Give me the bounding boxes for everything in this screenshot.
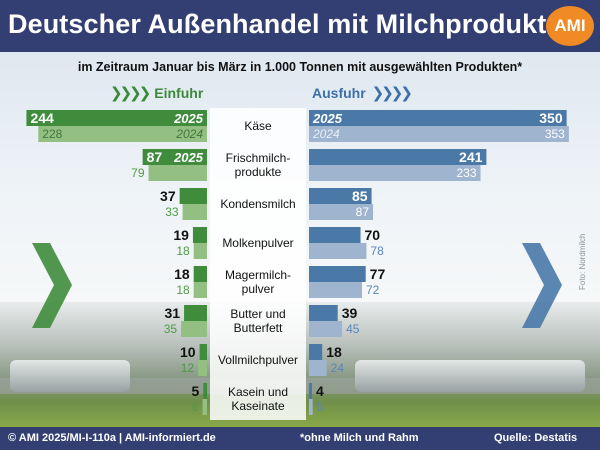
big-chevron-right-icon [522,243,562,328]
export-2024-value: 353 [545,127,565,141]
legend-export-label: Ausfuhr [312,85,366,101]
export-2025-value: 4 [316,383,324,399]
import-2024-year: 2024 [175,127,203,141]
import-2024-bar [202,399,207,415]
export-2025-bar [309,149,487,165]
import-2024-value: 33 [165,205,179,219]
export-2025-bar [309,188,372,204]
import-2025-value: 19 [173,227,189,243]
footer-source-left: © AMI 2025/MI-I-110a | AMI-informiert.de [8,432,216,444]
category-label: Kondensmilch [220,197,296,211]
import-2024-bar [182,204,207,220]
export-2025-bar [309,266,366,282]
import-2025-bar [203,383,207,399]
import-2025-bar [142,149,207,165]
export-2025-value: 241 [459,149,483,165]
export-2024-bar [309,282,362,298]
import-2025-value: 5 [192,383,200,399]
export-2024-bar [309,243,367,259]
big-chevron-left-icon [32,243,72,328]
export-2024-value: 233 [456,166,476,180]
import-2024-bar [148,165,207,181]
import-2024-bar [193,243,207,259]
import-2024-value: 18 [176,283,190,297]
category-label: Kasein und Kaseinate [227,385,289,413]
import-2025-bar [26,110,207,126]
import-2024-bar [198,360,207,376]
export-2024-bar [309,399,313,415]
legend-import: ❯❯❯❯ Einfuhr [110,84,203,102]
import-2025-bar [192,227,207,243]
import-2025-bar [179,188,207,204]
export-2024-bar [309,126,569,142]
import-2024-value: 18 [176,244,190,258]
export-2024-value: 45 [346,322,360,336]
import-2024-bar [181,321,207,337]
footer-note: *ohne Milch und Rahm [300,432,419,444]
category-label: Butter und Butterfett [230,307,286,335]
import-2024-bar [193,282,207,298]
export-2025-bar [309,227,361,243]
export-2025-bar [309,383,312,399]
header-bar: Deutscher Außenhandel mit Milchprodukten… [0,0,600,52]
category-label: Vollmilchpulver [217,353,299,367]
chevrons-right-icon: ❯❯❯❯ [371,85,413,102]
import-2024-value: 35 [164,322,178,336]
export-2025-bar [309,110,567,126]
legend-import-label: Einfuhr [154,85,204,101]
export-2025-year: 2025 [312,111,343,126]
export-2025-value: 39 [342,305,358,321]
import-2025-value: 10 [180,344,196,360]
export-2025-value: 85 [352,188,368,204]
footer-bar: © AMI 2025/MI-I-110a | AMI-informiert.de… [0,427,600,450]
category-label: Molkenpulver [222,236,294,250]
chart-subtitle: im Zeitraum Januar bis März in 1.000 Ton… [77,60,523,74]
import-2025-value: 87 [147,149,163,165]
category-label: Frischmilch- produkte [225,151,291,179]
export-2024-value: 72 [366,283,380,297]
category-column [210,108,306,420]
footer-source-right: Quelle: Destatis [494,432,578,444]
export-2024-bar [309,165,481,181]
export-2024-value: 78 [370,244,384,258]
category-label: Magermilch- pulver [224,268,291,296]
export-2024-bar [309,360,327,376]
import-2024-bar [38,126,207,142]
export-2024-bar [309,204,374,220]
background-truck-left [10,360,130,392]
export-2024-year: 2024 [312,127,340,141]
legend-export: Ausfuhr ❯❯❯❯ [312,84,413,102]
import-2025-bar [193,266,207,282]
export-2025-value: 70 [365,227,381,243]
import-2025-year: 2025 [173,111,204,126]
import-2025-value: 37 [160,188,176,204]
import-2024-value: 79 [131,166,145,180]
export-2024-value: 5 [317,400,324,414]
chevrons-right-icon: ❯❯❯❯ [110,85,151,102]
import-2025-year: 2025 [173,150,204,165]
category-label: Käse [244,119,272,133]
import-2025-value: 244 [30,110,54,126]
photo-credit: Foto: Nordmilch [578,233,587,290]
export-2024-bar [309,321,343,337]
export-2025-bar [309,305,338,321]
export-2025-bar [309,344,323,360]
export-2024-value: 24 [331,361,345,375]
import-2025-value: 31 [164,305,180,321]
export-2025-value: 77 [370,266,386,282]
import-2024-value: 12 [181,361,195,375]
export-2024-value: 87 [356,205,370,219]
import-2024-value: 228 [42,127,62,141]
import-2024-value: 6 [192,400,199,414]
background-truck-right [355,360,585,392]
ami-logo: AMI [546,6,594,46]
import-2025-bar [184,305,207,321]
export-2025-value: 18 [326,344,342,360]
export-2025-value: 350 [539,110,563,126]
page-title: Deutscher Außenhandel mit Milchprodukten [8,9,579,39]
import-2025-bar [199,344,207,360]
import-2025-value: 18 [174,266,190,282]
